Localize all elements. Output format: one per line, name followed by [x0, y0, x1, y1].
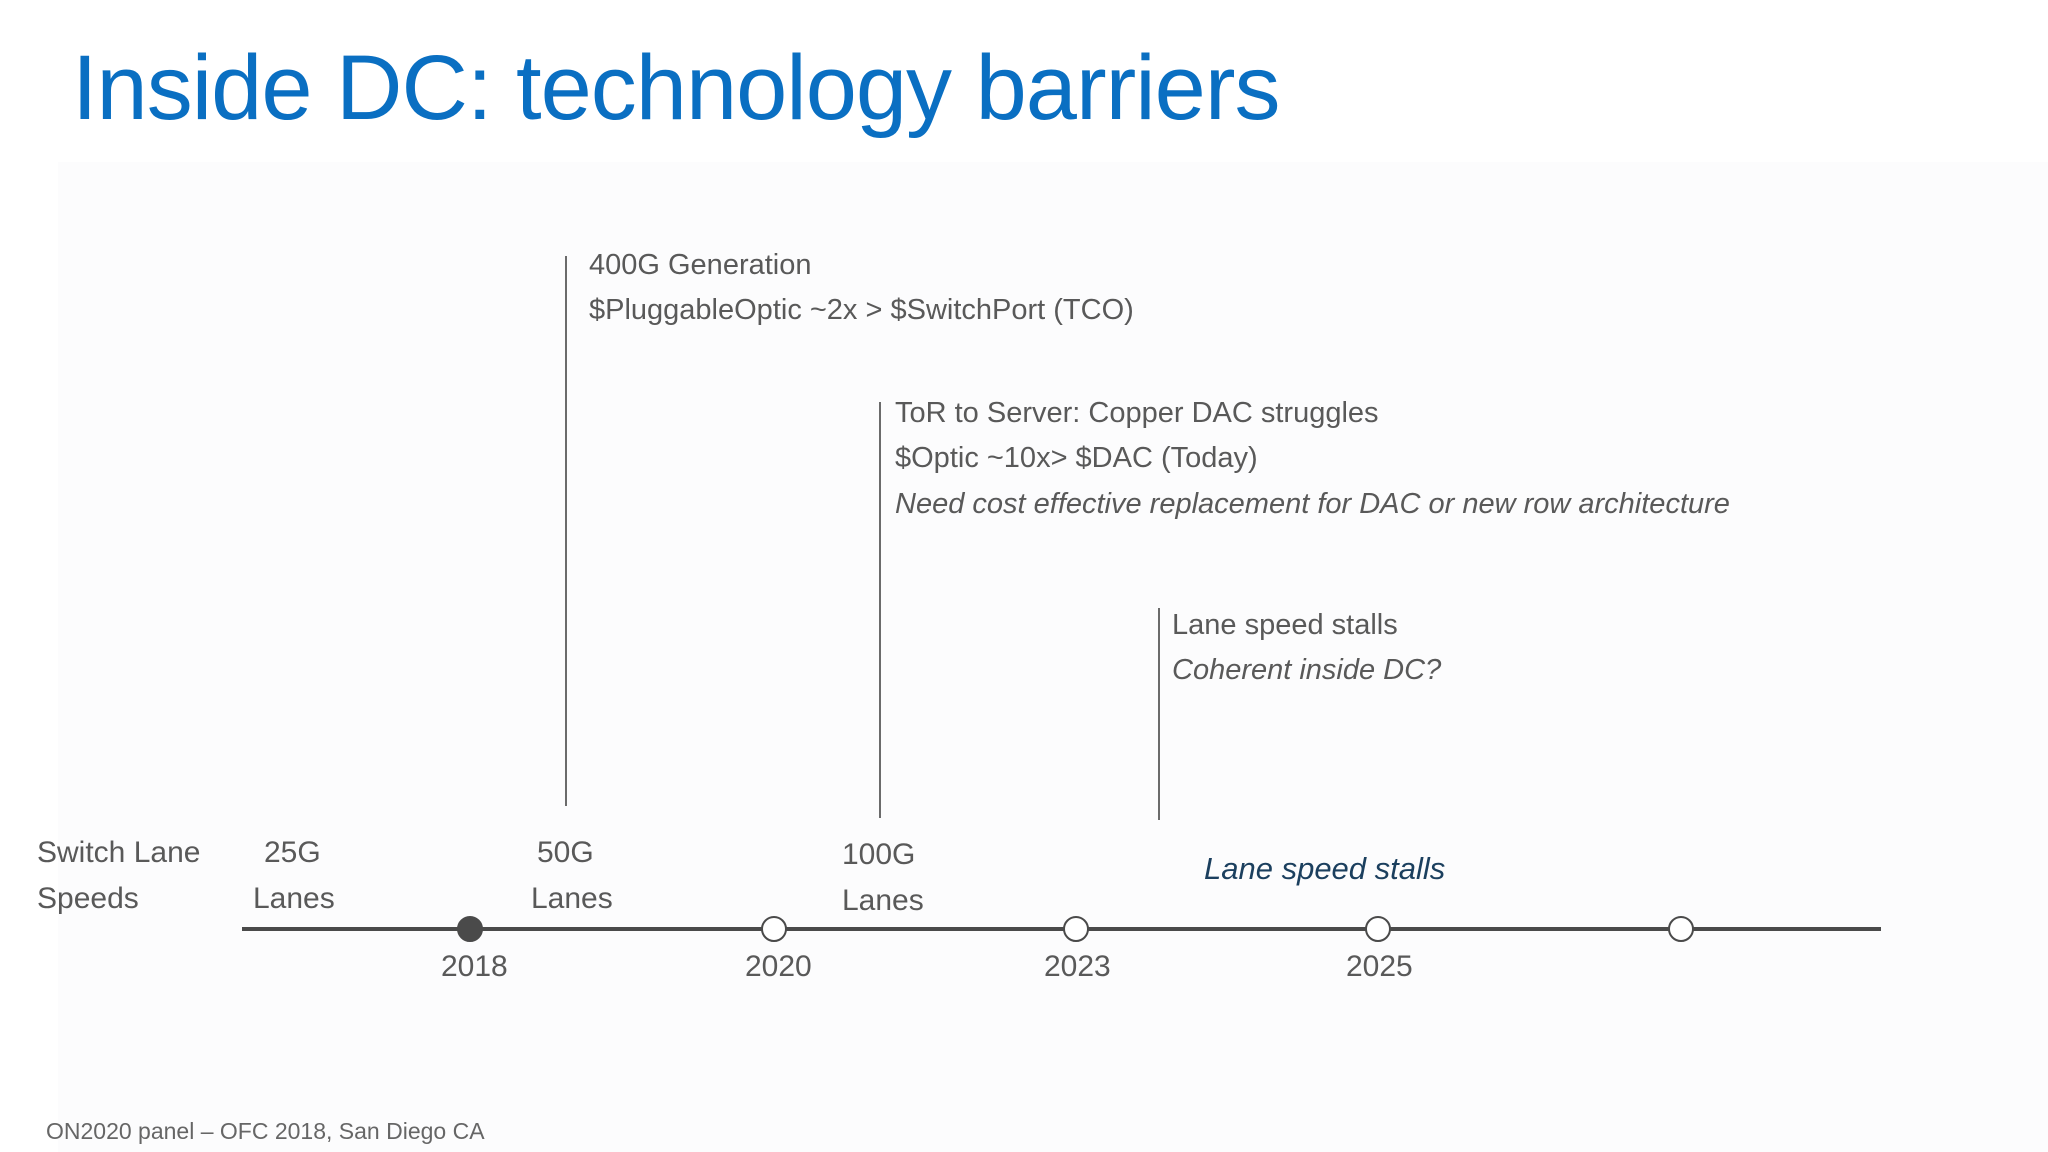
timeline-node-2018 [457, 916, 483, 942]
callout-1-leader-line [565, 256, 567, 806]
year-label-2025: 2025 [1346, 950, 1413, 983]
lane-speed-stalls-label: Lane speed stalls [1204, 851, 1446, 886]
callout-1-line-1: 400G Generation [589, 249, 812, 281]
callout-1-line-2: $PluggableOptic ~2x > $SwitchPort (TCO) [589, 294, 1134, 326]
slide-title: Inside DC: technology barriers [72, 37, 1280, 139]
lane-speed-25g: 25G [264, 836, 321, 869]
callout-2-line-3: Need cost effective replacement for DAC … [895, 488, 1730, 520]
callout-3-line-2: Coherent inside DC? [1172, 654, 1442, 686]
lane-speed-50g: 50G [537, 836, 594, 869]
timeline-node-2020 [761, 916, 787, 942]
lane-speed-100g: 100G [842, 838, 916, 871]
content-panel [58, 162, 2048, 1152]
row-label-line-2: Speeds [37, 882, 139, 915]
timeline-node-future [1668, 916, 1694, 942]
timeline-node-2023 [1063, 916, 1089, 942]
callout-2-line-1: ToR to Server: Copper DAC struggles [895, 397, 1379, 429]
lane-unit-25g: Lanes [253, 882, 335, 915]
timeline-axis [242, 927, 1881, 931]
footer-source: ON2020 panel – OFC 2018, San Diego CA [46, 1118, 485, 1144]
year-label-2023: 2023 [1044, 950, 1111, 983]
callout-2-line-2: $Optic ~10x> $DAC (Today) [895, 442, 1258, 474]
lane-unit-100g: Lanes [842, 884, 924, 917]
callout-2-leader-line [879, 402, 881, 818]
timeline-node-2025 [1365, 916, 1391, 942]
lane-unit-50g: Lanes [531, 882, 613, 915]
year-label-2020: 2020 [745, 950, 812, 983]
callout-3-leader-line [1158, 608, 1160, 820]
year-label-2018: 2018 [441, 950, 508, 983]
row-label-line-1: Switch Lane [37, 836, 201, 869]
callout-3-line-1: Lane speed stalls [1172, 609, 1398, 641]
